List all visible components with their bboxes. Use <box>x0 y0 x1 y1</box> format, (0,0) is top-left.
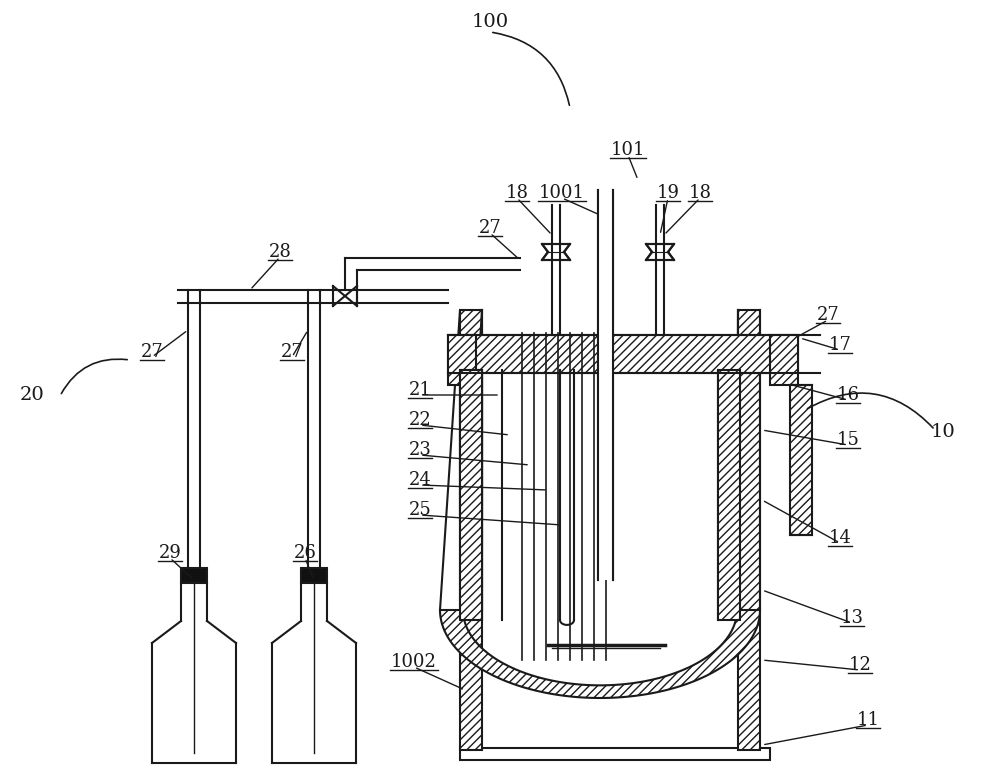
Bar <box>448 335 476 385</box>
Text: 10: 10 <box>931 423 955 441</box>
Bar <box>460 748 770 760</box>
Text: 100: 100 <box>471 13 509 31</box>
Bar <box>181 568 207 583</box>
Text: 27: 27 <box>817 306 839 324</box>
Text: 20: 20 <box>20 386 44 404</box>
Text: 13: 13 <box>840 609 864 627</box>
Text: 28: 28 <box>269 243 291 261</box>
Bar <box>738 310 760 750</box>
Text: 14: 14 <box>829 529 851 547</box>
Text: 27: 27 <box>479 219 501 237</box>
Text: 26: 26 <box>294 544 316 562</box>
Text: 11: 11 <box>856 711 880 729</box>
Text: 15: 15 <box>837 431 859 449</box>
Polygon shape <box>440 610 760 698</box>
Bar <box>770 335 798 385</box>
Text: 12: 12 <box>849 656 871 674</box>
Text: 1001: 1001 <box>539 184 585 202</box>
Text: 29: 29 <box>159 544 181 562</box>
Text: 22: 22 <box>409 411 431 429</box>
Text: 18: 18 <box>506 184 528 202</box>
Text: 25: 25 <box>409 501 431 519</box>
Text: 21: 21 <box>409 381 431 399</box>
Bar <box>460 310 482 750</box>
Text: 18: 18 <box>688 184 712 202</box>
Text: 1002: 1002 <box>391 653 437 671</box>
Bar <box>301 568 327 583</box>
Text: 24: 24 <box>409 471 431 489</box>
Text: 101: 101 <box>611 141 645 159</box>
Bar <box>448 335 798 373</box>
Text: 27: 27 <box>141 343 163 361</box>
Bar <box>460 370 482 520</box>
Polygon shape <box>646 244 674 260</box>
Polygon shape <box>542 244 570 260</box>
Bar <box>790 385 812 535</box>
Text: 16: 16 <box>836 386 860 404</box>
Bar <box>718 370 740 620</box>
Text: 19: 19 <box>656 184 680 202</box>
Text: 23: 23 <box>409 441 431 459</box>
Bar <box>460 370 482 620</box>
Text: 17: 17 <box>829 336 851 354</box>
Text: 27: 27 <box>281 343 303 361</box>
Bar <box>599 190 612 580</box>
